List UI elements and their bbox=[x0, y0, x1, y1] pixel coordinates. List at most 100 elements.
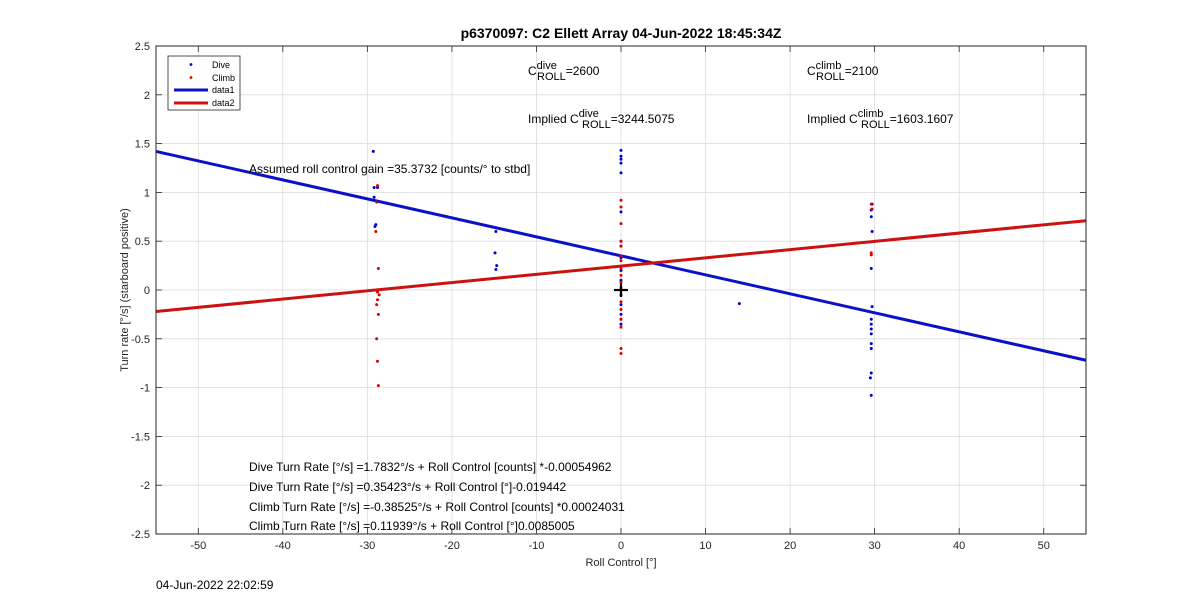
x-tick-label: 10 bbox=[699, 540, 711, 552]
dive-point bbox=[371, 149, 375, 153]
y-tick-label: 1 bbox=[144, 187, 150, 199]
axis-ticks: -50 -40 -30 -20 -10 0 10 20 30 40 50-2.5-2-1.5-1-0… bbox=[131, 41, 1086, 552]
chart-title: p6370097: C2 Ellett Array 04-Jun-2022 18… bbox=[461, 25, 782, 41]
dive-point bbox=[868, 376, 872, 380]
y-axis-label: Turn rate [°/s] (starboard positive) bbox=[119, 208, 131, 372]
c-roll-climb-prefix: C bbox=[807, 64, 816, 78]
dive-point bbox=[494, 229, 498, 233]
legend-data2-label: data2 bbox=[212, 98, 235, 108]
climb-point bbox=[619, 347, 623, 351]
legend-climb-label: Climb bbox=[212, 73, 235, 83]
legend: Dive Climb data1 data2 bbox=[167, 55, 241, 111]
x-tick-label: -40 bbox=[275, 540, 291, 552]
c-roll-climb-annotation: Cclimb ROLL=2100 bbox=[807, 60, 879, 83]
dive-fit-degrees-equation: Dive Turn Rate [°/s] =0.35423°/s + Roll … bbox=[249, 480, 567, 494]
dive-point bbox=[870, 229, 874, 233]
implied-c-roll-climb-prefix: Implied C bbox=[807, 112, 858, 126]
dive-point bbox=[869, 322, 873, 326]
climb-fit-counts-equation: Climb Turn Rate [°/s] =-0.38525°/s + Rol… bbox=[249, 500, 625, 514]
x-tick-label: -10 bbox=[529, 540, 545, 552]
c-roll-dive-value: =2600 bbox=[566, 64, 600, 78]
c-roll-dive-prefix: C bbox=[528, 64, 537, 78]
implied-c-roll-climb-sub: ROLL bbox=[861, 119, 890, 131]
implied-c-roll-climb-sup: climb bbox=[858, 108, 884, 120]
dive-point bbox=[619, 157, 623, 161]
legend-climb-marker bbox=[189, 76, 193, 79]
implied-c-roll-climb-value: =1603.1607 bbox=[890, 112, 954, 126]
implied-c-roll-dive-prefix: Implied C bbox=[528, 112, 579, 126]
c-roll-dive-sup: dive bbox=[537, 60, 557, 72]
climb-point bbox=[619, 308, 623, 312]
x-tick-label: 0 bbox=[618, 540, 624, 552]
dive-point bbox=[869, 347, 873, 351]
dive-point bbox=[869, 342, 873, 346]
legend-dive-marker bbox=[189, 63, 193, 66]
dive-point bbox=[619, 312, 623, 316]
c-roll-dive-sub: ROLL bbox=[537, 71, 566, 83]
x-tick-label: -20 bbox=[444, 540, 460, 552]
y-tick-label: 2 bbox=[144, 90, 150, 102]
x-tick-label: 30 bbox=[869, 540, 881, 552]
y-tick-label: -0.5 bbox=[131, 334, 150, 346]
climb-point bbox=[619, 254, 623, 258]
legend-data1-label: data1 bbox=[212, 85, 235, 95]
dive-point bbox=[494, 268, 498, 272]
climb-point bbox=[375, 303, 379, 307]
climb-point bbox=[376, 359, 380, 363]
climb-point bbox=[619, 273, 623, 277]
c-roll-climb-sup: climb bbox=[816, 60, 842, 72]
dive-point bbox=[495, 264, 499, 268]
legend-dive-label: Dive bbox=[212, 60, 230, 70]
climb-point bbox=[619, 267, 623, 271]
climb-point bbox=[619, 351, 623, 355]
dive-point bbox=[373, 225, 377, 229]
implied-c-roll-dive-annotation: Implied Cdive ROLL=3244.5075 bbox=[528, 108, 675, 131]
climb-point bbox=[619, 205, 623, 209]
climb-point bbox=[619, 259, 623, 263]
x-tick-label: -30 bbox=[359, 540, 375, 552]
c-roll-climb-value: =2100 bbox=[845, 64, 879, 78]
implied-c-roll-dive-value: =3244.5075 bbox=[611, 112, 675, 126]
climb-point bbox=[376, 184, 380, 188]
origin-cross-marker bbox=[614, 283, 628, 297]
climb-point bbox=[619, 198, 623, 202]
dive-fit-counts-equation: Dive Turn Rate [°/s] =1.7832°/s + Roll C… bbox=[249, 460, 612, 474]
climb-point bbox=[619, 317, 623, 321]
x-tick-label: 20 bbox=[784, 540, 796, 552]
implied-c-roll-climb-annotation: Implied Cclimb ROLL=1603.1607 bbox=[807, 108, 954, 131]
x-axis-label: Roll Control [°] bbox=[585, 557, 656, 569]
dive-point bbox=[869, 215, 873, 219]
dive-point bbox=[619, 171, 623, 175]
dive-point bbox=[619, 322, 623, 326]
dive-point bbox=[870, 305, 874, 309]
y-tick-label: 0 bbox=[144, 285, 150, 297]
climb-fit-degrees-equation: Climb Turn Rate [°/s] =0.11939°/s + Roll… bbox=[249, 519, 575, 533]
footer-timestamp: 04-Jun-2022 22:02:59 bbox=[156, 578, 274, 592]
y-tick-label: -2.5 bbox=[131, 529, 150, 541]
climb-point bbox=[619, 280, 623, 284]
dive-point bbox=[869, 317, 873, 321]
x-tick-label: -50 bbox=[190, 540, 206, 552]
x-tick-label: 50 bbox=[1038, 540, 1050, 552]
climb-point bbox=[619, 300, 623, 304]
climb-point bbox=[377, 293, 381, 297]
climb-point bbox=[619, 239, 623, 243]
climb-point bbox=[619, 222, 623, 226]
dive-point bbox=[372, 186, 376, 190]
c-roll-dive-annotation: Cdive ROLL=2600 bbox=[528, 60, 600, 83]
climb-point bbox=[375, 200, 379, 204]
climb-point bbox=[869, 253, 873, 257]
climb-point bbox=[869, 202, 873, 206]
climb-point bbox=[376, 312, 380, 316]
y-tick-label: 0.5 bbox=[135, 236, 150, 248]
y-tick-label: -1.5 bbox=[131, 431, 150, 443]
y-tick-label: -2 bbox=[140, 480, 150, 492]
dive-point bbox=[869, 332, 873, 336]
y-tick-label: 2.5 bbox=[135, 41, 150, 53]
climb-point bbox=[376, 298, 380, 302]
dive-point bbox=[619, 161, 623, 165]
climb-point bbox=[376, 384, 380, 388]
climb-point bbox=[619, 325, 623, 329]
climb-point bbox=[374, 229, 378, 233]
y-tick-label: -1 bbox=[140, 383, 150, 395]
